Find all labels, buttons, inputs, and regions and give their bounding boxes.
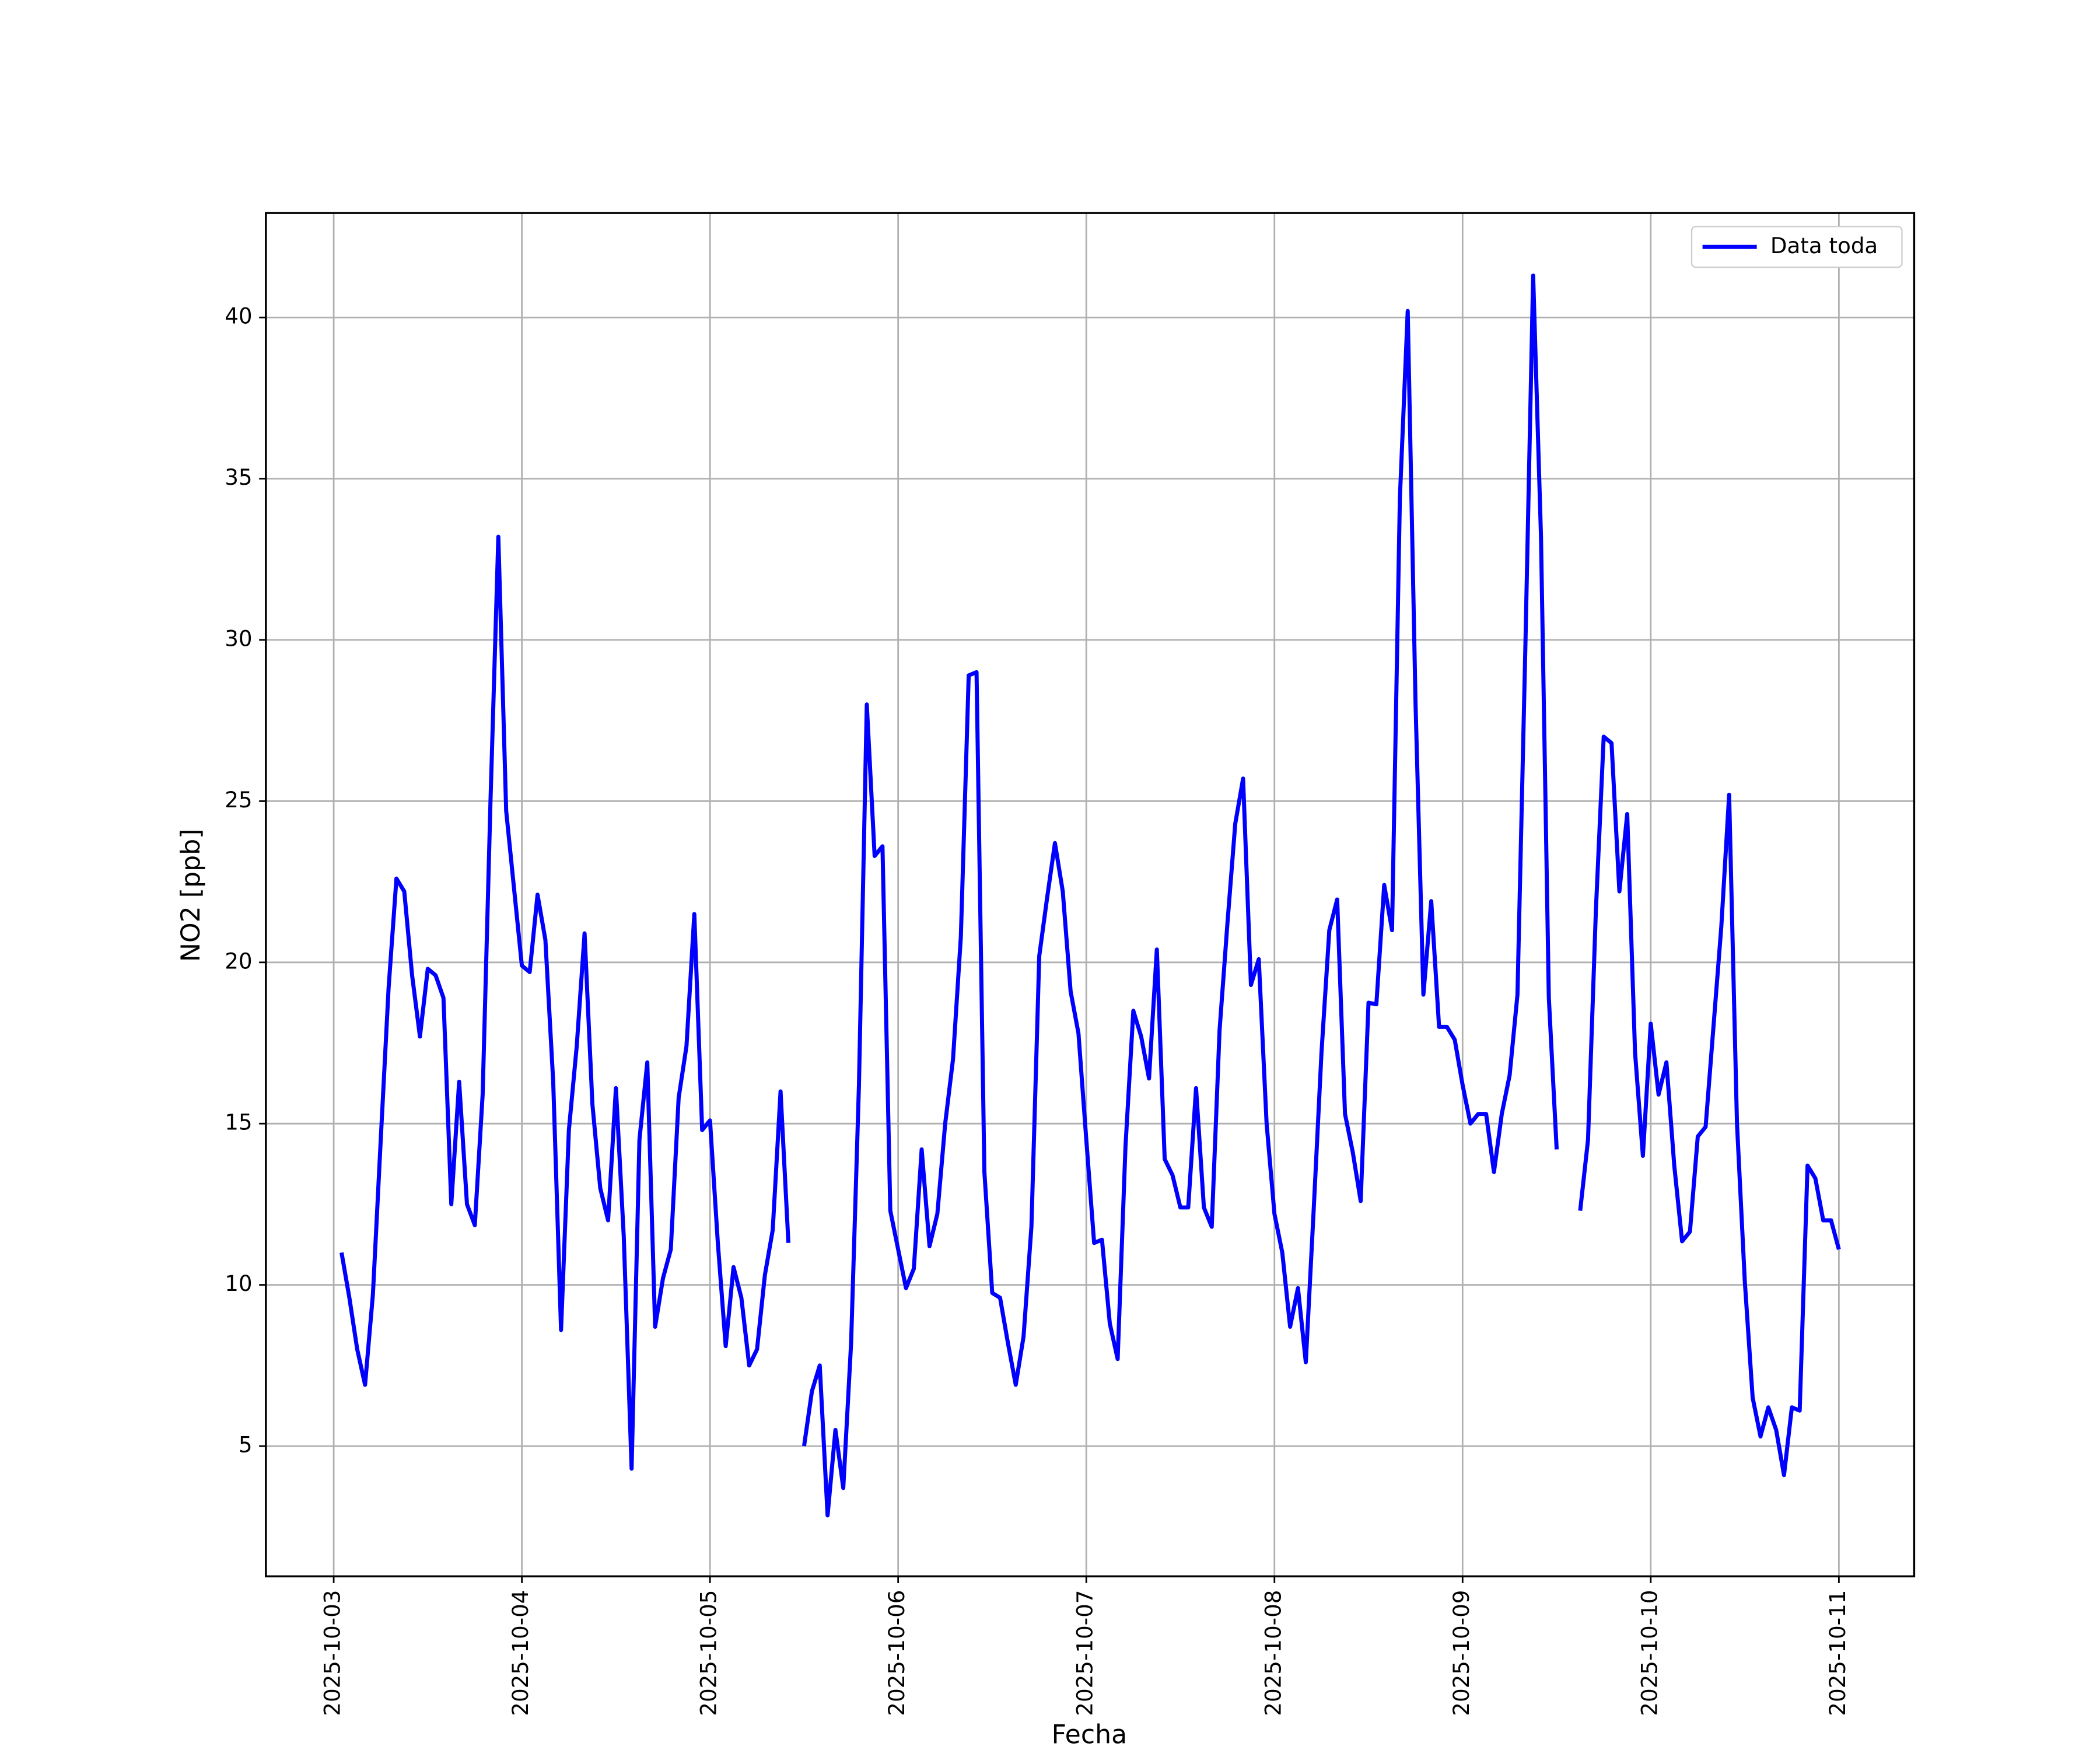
y-tick-label: 20 [225, 948, 252, 974]
y-axis-label: NO2 [ppb] [176, 829, 206, 963]
x-axis-label: Fecha [1052, 1720, 1128, 1750]
legend-box [1690, 226, 1903, 268]
y-tick-label: 10 [225, 1270, 252, 1296]
x-tick-label: 2025-10-11 [1825, 1590, 1850, 1716]
y-tick-label: 40 [225, 303, 252, 329]
y-tick-label: 35 [225, 464, 252, 490]
x-tick-label: 2025-10-03 [320, 1590, 345, 1716]
x-tick-label: 2025-10-10 [1636, 1590, 1662, 1716]
x-tick-label: 2025-10-08 [1260, 1590, 1286, 1716]
legend-label: Data toda [1770, 233, 1878, 258]
y-tick-label: 30 [225, 626, 252, 652]
y-tick-label: 25 [225, 787, 252, 813]
plot-frame [265, 212, 1916, 1578]
x-tick-label: 2025-10-06 [884, 1590, 909, 1716]
y-tick-label: 5 [239, 1432, 253, 1457]
x-tick-label: 2025-10-09 [1448, 1590, 1474, 1716]
x-tick-label: 2025-10-05 [696, 1590, 722, 1716]
data-line [340, 273, 1841, 1518]
y-tick-label: 15 [225, 1110, 252, 1135]
x-tick-label: 2025-10-04 [508, 1590, 533, 1716]
x-tick-label: 2025-10-07 [1072, 1590, 1098, 1716]
